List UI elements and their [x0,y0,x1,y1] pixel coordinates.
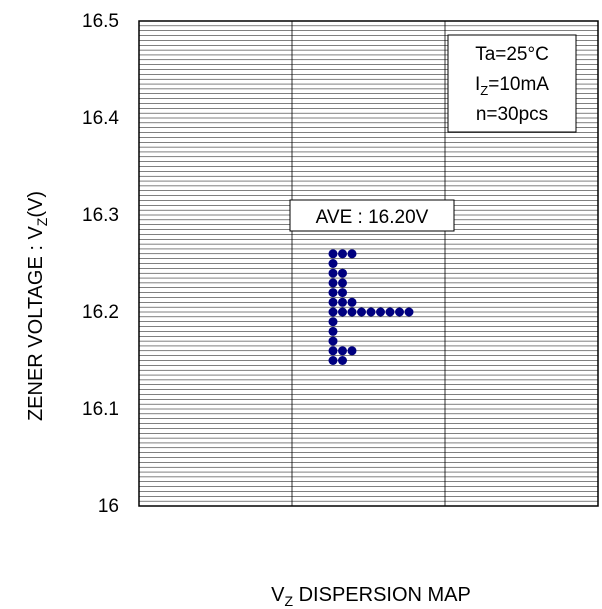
data-point [328,278,338,288]
data-point [347,307,357,317]
y-tick-label: 16.2 [82,302,119,323]
x-grid-lines [291,21,446,506]
data-points [328,249,414,365]
condition-temperature: Ta=25°C [475,44,549,65]
data-point [328,307,338,317]
data-point [338,356,347,365]
data-point [357,307,366,317]
data-point [338,288,347,298]
y-tick-label: 16.5 [82,11,119,32]
average-annotation-text: AVE : 16.20V [316,207,429,228]
data-point [328,336,338,346]
data-point [385,307,395,317]
conditions-box-frame [447,34,577,133]
data-point [328,268,338,278]
y-tick-labels: 16 16.1 16.2 16.3 16.4 16.5 [82,11,119,517]
y-tick-label: 16.4 [82,108,119,129]
y-axis-label: ZENER VOLTAGE : VZ(V) [25,191,50,421]
data-point [376,307,385,317]
y-tick-label: 16 [98,496,119,517]
data-point [328,356,338,365]
data-point [338,249,347,259]
average-annotation: AVE : 16.20V [289,199,455,232]
data-point [347,346,357,356]
data-point [338,278,347,288]
plot-frame [138,20,599,507]
data-point [328,297,338,307]
data-point [328,249,338,259]
data-point [328,288,338,298]
conditions-box: Ta=25°C IZ=10mA n=30pcs [447,34,577,133]
y-tick-label: 16.1 [82,399,119,420]
data-point [366,307,376,317]
data-point [328,259,338,268]
y-tick-label: 16.3 [82,205,119,226]
x-axis-label: VZ DISPERSION MAP [271,584,471,609]
data-point [338,307,347,317]
grid-lines [139,25,598,502]
data-point [328,326,338,336]
condition-current: IZ=10mA [475,74,549,98]
data-point [347,297,357,307]
data-point [338,346,347,356]
average-annotation-frame [289,199,455,232]
condition-sample-count: n=30pcs [476,104,548,125]
data-point [347,249,357,259]
data-point [328,346,338,356]
data-point [338,297,347,307]
data-point [328,317,338,327]
data-point [404,307,414,317]
data-point [395,307,404,317]
data-point [338,268,347,278]
